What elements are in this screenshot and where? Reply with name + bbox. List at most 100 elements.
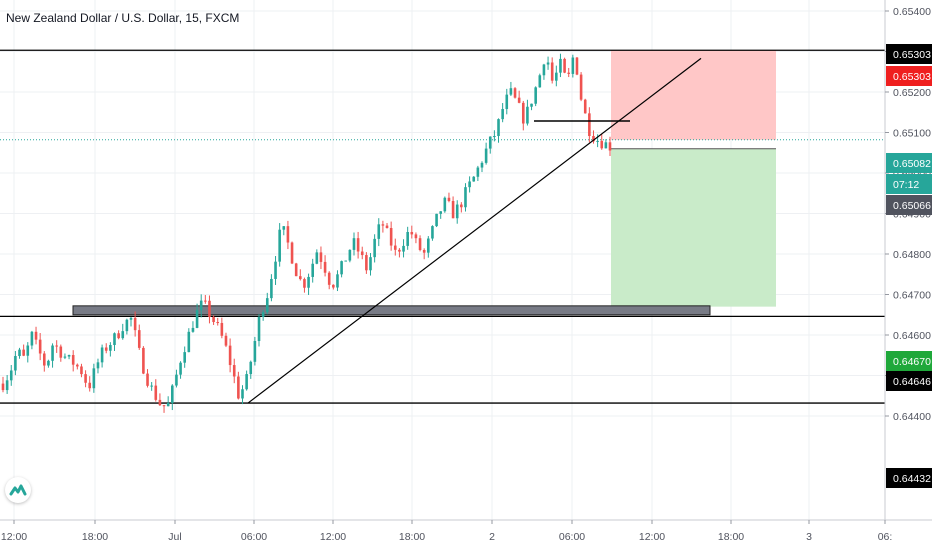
candle xyxy=(315,249,319,265)
candle xyxy=(154,379,158,402)
candle-body xyxy=(290,242,294,264)
candle xyxy=(451,196,455,219)
candle xyxy=(216,317,220,326)
candle-body xyxy=(113,333,116,346)
candle-body xyxy=(352,238,356,250)
candle-body xyxy=(59,346,63,358)
candle xyxy=(26,342,30,363)
candle-body xyxy=(162,405,166,407)
price-axis-background xyxy=(885,0,932,520)
candle xyxy=(9,365,13,386)
candle-body xyxy=(199,300,203,311)
candle-body xyxy=(369,257,372,271)
candle-body xyxy=(208,300,211,317)
candle-body xyxy=(460,204,463,208)
candle xyxy=(501,103,504,123)
candle-body xyxy=(92,368,96,389)
candle-body xyxy=(509,88,513,95)
candle xyxy=(261,310,265,321)
candle-body xyxy=(104,347,108,351)
candle-body xyxy=(253,341,257,362)
candle xyxy=(369,253,372,276)
candle xyxy=(307,273,310,295)
candle-body xyxy=(146,373,149,386)
candle-body xyxy=(373,238,376,258)
candle-body xyxy=(71,355,75,365)
candle xyxy=(237,371,240,400)
candle-body xyxy=(327,272,331,285)
candle xyxy=(63,353,67,360)
candle-body xyxy=(216,322,220,324)
price-label: 0.65303 xyxy=(886,44,932,64)
candle xyxy=(51,343,54,368)
candle-body xyxy=(501,109,504,120)
candle xyxy=(356,231,360,259)
price-label-background xyxy=(886,174,932,194)
candle-body xyxy=(204,300,207,302)
tradingview-logo-icon[interactable] xyxy=(5,477,31,503)
candle-body xyxy=(179,362,182,375)
price-label: 0.65303 xyxy=(886,66,932,86)
candle xyxy=(319,246,323,270)
candle xyxy=(30,330,34,350)
candle-body xyxy=(187,331,191,353)
candle xyxy=(146,369,149,388)
candle-body xyxy=(513,88,517,98)
candle xyxy=(460,202,463,213)
candle-body xyxy=(398,249,401,252)
candle-body xyxy=(80,366,83,375)
candle-body xyxy=(480,162,484,168)
candle xyxy=(488,136,492,154)
candle-body xyxy=(38,339,42,354)
candle xyxy=(18,347,21,359)
candle xyxy=(340,260,343,278)
candle xyxy=(323,255,327,277)
candle-body xyxy=(488,136,492,149)
candle-body xyxy=(406,231,409,246)
candle xyxy=(422,248,426,260)
candle-body xyxy=(212,316,215,323)
candle xyxy=(526,99,529,126)
candle-body xyxy=(356,238,360,252)
candle xyxy=(80,363,83,378)
time-tick-label: 12:00 xyxy=(639,531,665,543)
candle xyxy=(517,90,521,104)
candle xyxy=(493,130,496,142)
candle-body xyxy=(294,263,298,277)
candle-body xyxy=(575,57,579,75)
time-tick-label: 06:00 xyxy=(559,531,585,543)
candle-body xyxy=(439,211,443,214)
candle xyxy=(538,73,542,88)
candle xyxy=(393,238,397,256)
candle-body xyxy=(559,58,562,73)
candle-body xyxy=(402,245,405,252)
candle-body xyxy=(583,99,587,114)
candle-body xyxy=(344,260,348,262)
candle xyxy=(257,314,261,347)
candle-body xyxy=(435,213,438,227)
candle-body xyxy=(534,87,537,104)
candle xyxy=(410,225,414,239)
price-tick-label: 0.65200 xyxy=(893,87,931,99)
candle-body xyxy=(588,113,591,137)
candle-body xyxy=(175,374,178,386)
candle-body xyxy=(26,345,30,356)
candle-body xyxy=(381,224,385,226)
candle-body xyxy=(129,317,133,320)
candle-body xyxy=(14,356,17,371)
candle-body xyxy=(154,385,158,400)
candle-body xyxy=(517,97,521,103)
price-label-text: 0.65066 xyxy=(893,200,931,212)
candle xyxy=(563,57,566,74)
candle xyxy=(38,333,42,361)
time-tick-label: 12:00 xyxy=(1,531,27,543)
candle-body xyxy=(142,347,145,374)
candle-body xyxy=(538,75,542,88)
candle xyxy=(71,350,75,372)
candle xyxy=(179,361,182,379)
candle-body xyxy=(604,142,608,149)
candle xyxy=(1,376,5,393)
price-label: 0.64432 xyxy=(886,468,932,488)
candle xyxy=(402,239,405,258)
